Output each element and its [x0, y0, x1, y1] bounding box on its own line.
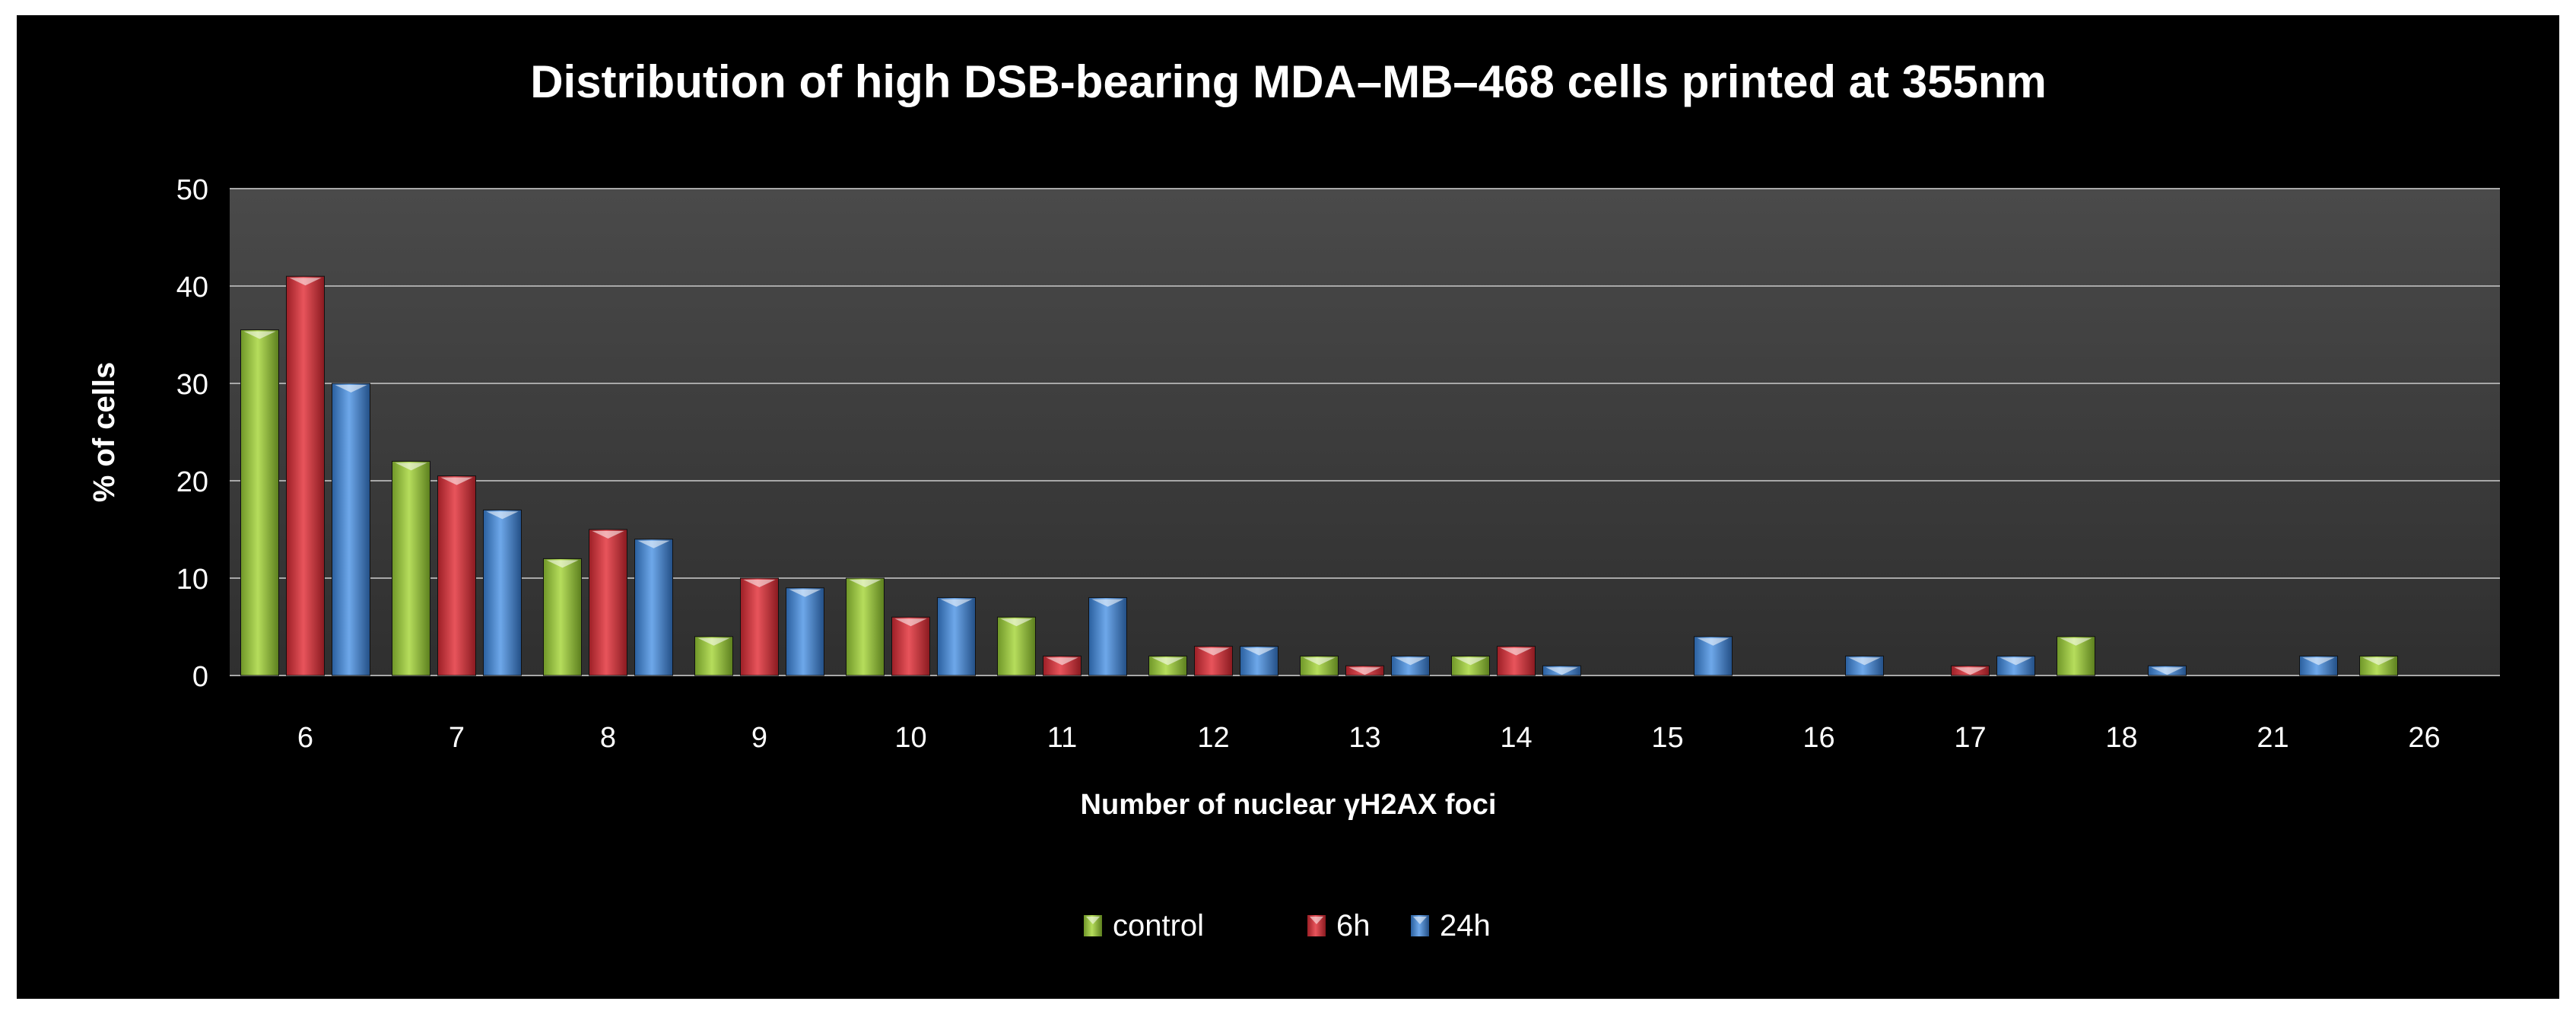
bar-cap-24h-9: [789, 589, 821, 597]
bar-cap-24h-16: [1848, 657, 1881, 666]
x-tick-label: 6: [297, 722, 313, 754]
bar-6h-7: [437, 475, 476, 676]
legend-label-24h: 24h: [1440, 909, 1491, 942]
bar-cap-control-13: [1303, 657, 1336, 666]
legend-swatch-cap-control: [1086, 917, 1100, 924]
y-tick-label: 50: [176, 174, 208, 206]
bar-cap-24h-7: [486, 511, 519, 520]
legend-label-control: control: [1113, 909, 1204, 942]
bar-cap-6h-12: [1197, 647, 1230, 656]
bar-control-10: [846, 577, 885, 676]
bar-cap-24h-12: [1243, 647, 1275, 656]
bar-cap-control-10: [849, 580, 881, 587]
bar-6h-8: [589, 529, 627, 676]
legend: control 6h 24h: [1084, 909, 1491, 942]
bar-cap-control-14: [1454, 657, 1487, 666]
legend-swatch-cap-24h: [1413, 917, 1427, 924]
bar-cap-24h-10: [940, 599, 973, 607]
bar-24h-7: [483, 509, 522, 676]
bar-cap-control-6: [243, 331, 276, 339]
x-tick-label: 16: [1803, 722, 1834, 754]
bar-6h-10: [891, 616, 930, 676]
x-tick-label: 26: [2408, 722, 2440, 754]
y-axis-ticks: 0 10 20 30 40 50: [176, 174, 208, 693]
x-axis-label: Number of nuclear γH2AX foci: [1081, 789, 1497, 821]
x-tick-label: 12: [1197, 722, 1229, 754]
bar-cap-control-7: [395, 462, 427, 471]
x-tick-label: 7: [449, 722, 465, 754]
chart-title: Distribution of high DSB-bearing MDA–MB–…: [530, 56, 2047, 107]
bar-control-7: [392, 460, 430, 676]
y-tick-label: 0: [192, 661, 208, 693]
bar-24h-6: [332, 383, 370, 676]
bar-24h-11: [1088, 597, 1127, 676]
bars: [240, 275, 2398, 676]
x-tick-label: 15: [1651, 722, 1683, 754]
bar-cap-24h-14: [1545, 667, 1578, 675]
bar-cap-24h-8: [637, 540, 670, 548]
x-axis-ticks: 6 7 8 9 10 11 12 13 14 15 16 17 18 21 26: [297, 722, 2441, 754]
bar-6h-9: [740, 577, 779, 676]
bar-cap-control-9: [697, 637, 730, 646]
bar-24h-10: [937, 597, 976, 676]
chart-canvas: 0 10 20 30 40 50 6 7 8 9 10 11 12 13 14 15 16 17 18 21 26 D…: [87, 56, 2500, 942]
bar-cap-control-8: [546, 560, 579, 568]
bar-cap-24h-17: [1999, 657, 2032, 666]
bar-cap-control-12: [1151, 657, 1184, 666]
x-tick-label: 14: [1500, 722, 1532, 754]
bar-cap-24h-6: [335, 385, 367, 393]
bar-24h-17: [1996, 655, 2035, 676]
x-tick-label: 10: [894, 722, 926, 754]
bar-control-8: [543, 558, 582, 676]
x-tick-label: 11: [1047, 722, 1077, 754]
bar-cap-control-11: [1000, 618, 1033, 627]
bar-24h-8: [634, 539, 673, 676]
x-tick-label: 13: [1348, 722, 1380, 754]
bar-cap-24h-21: [2302, 657, 2335, 666]
bar-cap-6h-17: [1954, 667, 1987, 675]
bar-cap-control-26: [2362, 657, 2395, 666]
y-tick-label: 40: [176, 272, 208, 304]
bar-cap-24h-13: [1394, 657, 1427, 666]
bar-cap-6h-13: [1348, 667, 1381, 675]
x-tick-label: 21: [2257, 722, 2289, 754]
legend-swatch-cap-6h: [1310, 917, 1323, 924]
bar-cap-6h-6: [289, 278, 322, 286]
bar-cap-control-18: [2060, 637, 2092, 646]
bar-cap-6h-9: [743, 580, 776, 587]
x-tick-label: 17: [1954, 722, 1986, 754]
y-axis-label: % of cells: [87, 362, 121, 503]
bar-cap-24h-18: [2151, 667, 2184, 675]
bar-24h-9: [786, 587, 824, 676]
bar-control-6: [240, 329, 279, 676]
bar-cap-6h-11: [1046, 657, 1078, 666]
bar-cap-6h-10: [894, 618, 927, 627]
bar-cap-6h-8: [592, 531, 624, 539]
bar-control-11: [997, 616, 1036, 676]
bar-cap-6h-14: [1500, 647, 1533, 656]
x-tick-label: 8: [600, 722, 616, 754]
bar-cap-24h-11: [1091, 599, 1124, 607]
y-tick-label: 10: [176, 564, 208, 596]
bar-cap-24h-15: [1697, 637, 1730, 646]
legend-label-6h: 6h: [1336, 909, 1371, 942]
y-tick-label: 30: [176, 369, 208, 401]
x-tick-label: 9: [751, 722, 767, 754]
x-tick-label: 18: [2105, 722, 2137, 754]
chart-frame: 0 10 20 30 40 50 6 7 8 9 10 11 12 13 14 15 16 17 18 21 26 D…: [17, 15, 2559, 999]
bar-6h-6: [286, 275, 325, 676]
bar-cap-6h-7: [440, 477, 473, 485]
y-tick-label: 20: [176, 466, 208, 498]
